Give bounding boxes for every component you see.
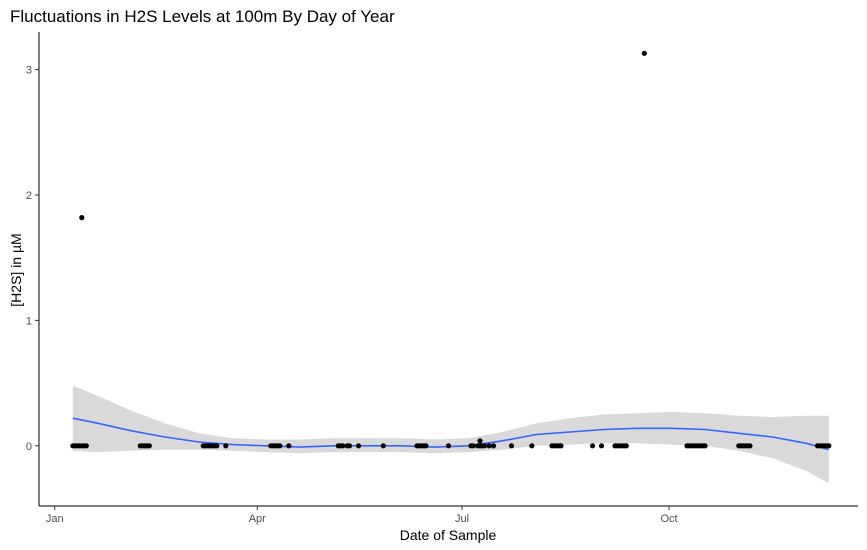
data-point <box>486 443 492 449</box>
confidence-band <box>72 385 829 484</box>
data-point <box>277 443 283 449</box>
data-point <box>558 443 564 449</box>
data-point <box>423 443 429 449</box>
data-point <box>79 215 85 221</box>
data-point <box>747 443 753 449</box>
y-axis-ticks: 0 1 2 3 <box>26 65 39 453</box>
data-point <box>83 443 89 449</box>
data-point <box>598 443 605 449</box>
x-tick-label: Apr <box>249 513 266 525</box>
data-point <box>826 443 832 449</box>
data-point <box>529 443 535 449</box>
data-point <box>355 443 362 449</box>
data-point <box>470 443 476 449</box>
y-tick-label: 2 <box>26 190 32 202</box>
data-point <box>481 443 488 449</box>
x-tick-label: Oct <box>660 513 677 525</box>
y-tick-label: 0 <box>26 441 32 453</box>
data-point <box>477 438 483 444</box>
x-tick-label: Jul <box>455 513 469 525</box>
data-point <box>702 443 708 449</box>
x-axis-ticks: Jan Apr Jul Oct <box>46 506 678 525</box>
data-point <box>340 443 346 449</box>
x-axis-label: Date of Sample <box>400 527 497 543</box>
chart-title: Fluctuations in H2S Levels at 100m By Da… <box>10 7 395 26</box>
data-point <box>346 443 353 449</box>
data-point <box>223 443 229 449</box>
data-points <box>70 50 832 449</box>
data-point <box>214 443 220 449</box>
data-point <box>445 443 452 449</box>
x-tick-label: Jan <box>46 513 64 525</box>
data-point <box>589 443 596 449</box>
data-point <box>380 443 386 449</box>
y-tick-label: 1 <box>26 315 32 327</box>
data-point <box>286 443 292 449</box>
data-point <box>641 50 647 56</box>
data-point <box>508 443 515 449</box>
data-point <box>146 443 152 449</box>
data-point <box>490 443 497 449</box>
y-axis-label: [H2S] in µM <box>8 233 24 306</box>
smooth-trend-line <box>72 417 830 451</box>
data-point <box>623 443 629 449</box>
y-tick-label: 3 <box>26 65 32 77</box>
